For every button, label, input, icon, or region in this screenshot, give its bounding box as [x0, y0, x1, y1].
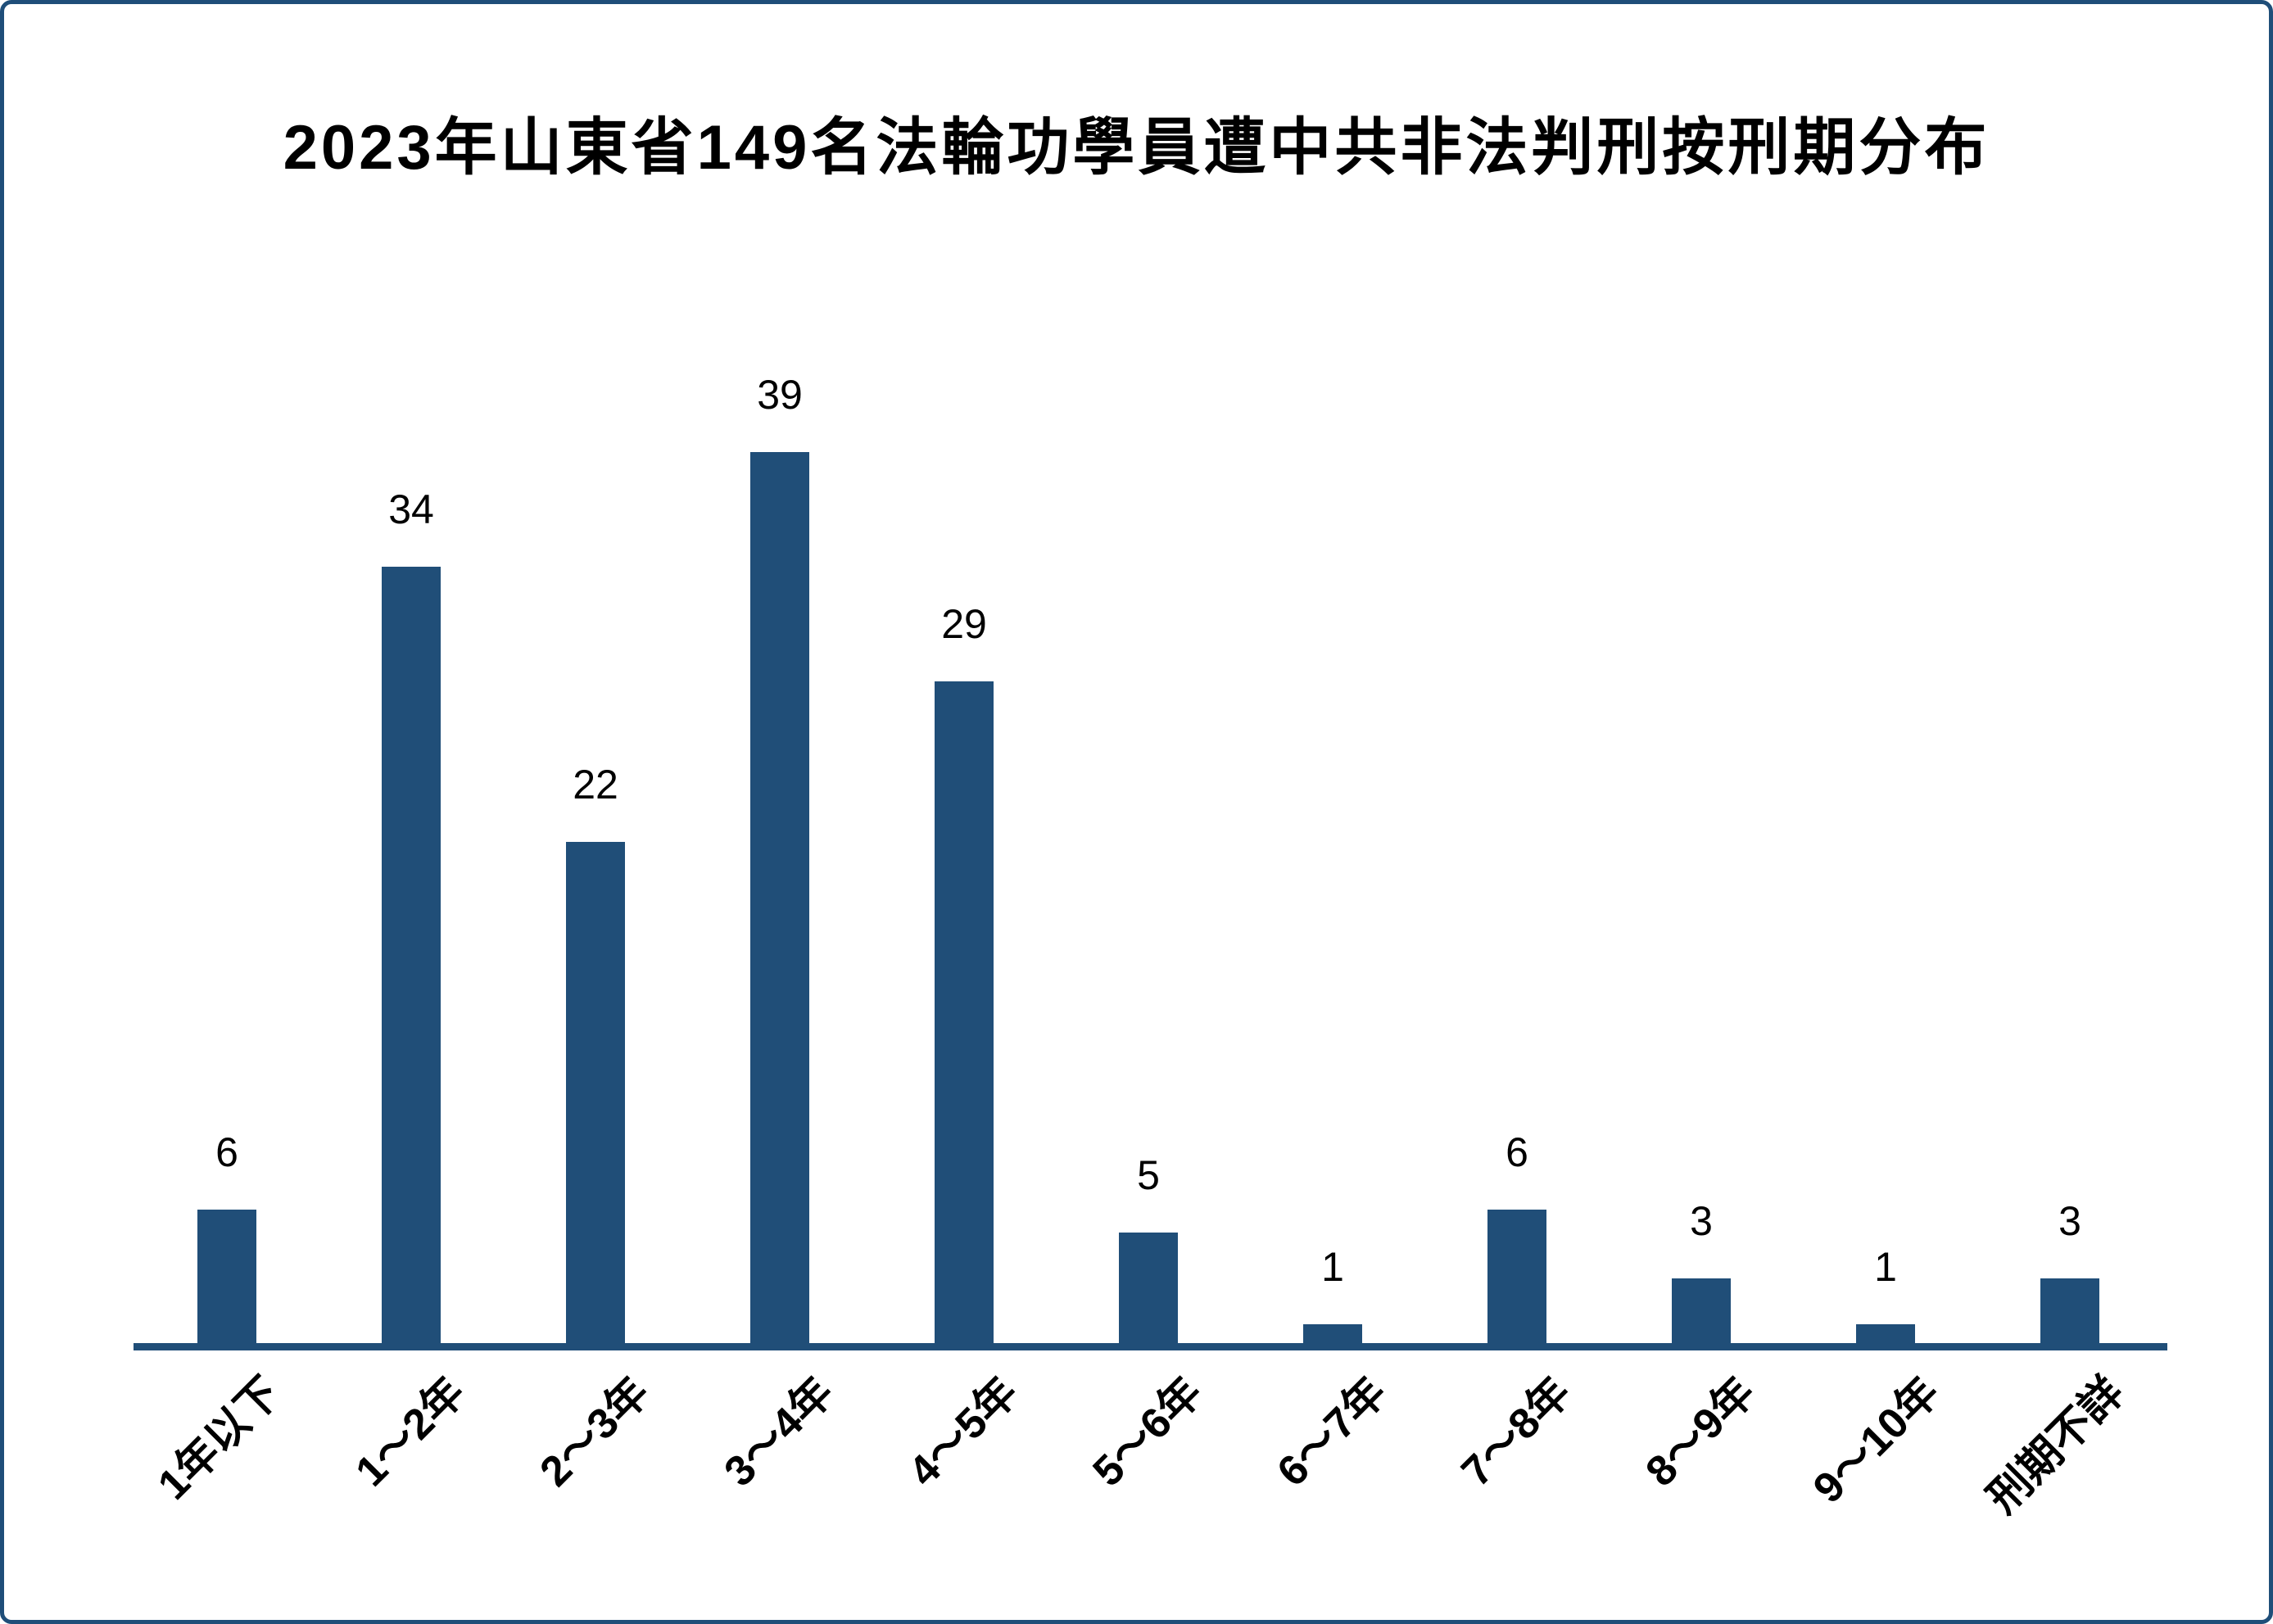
bar-value-label: 6	[1506, 1129, 1528, 1175]
x-axis-tick-label: 刑期不詳	[1978, 1368, 2133, 1522]
bar	[1119, 1233, 1178, 1347]
x-axis-tick-label: 9～10年	[1804, 1368, 1949, 1513]
bar	[566, 842, 625, 1347]
bar	[382, 567, 441, 1347]
x-axis-tick-label: 1年以下	[149, 1368, 290, 1509]
bar-value-label: 3	[1690, 1198, 1713, 1244]
x-axis-tick-label: 3～4年	[715, 1368, 843, 1496]
bar-value-label: 6	[215, 1129, 238, 1175]
bar-value-label: 1	[1321, 1244, 1344, 1290]
bar-value-label: 3	[2058, 1198, 2081, 1244]
bar-value-label: 5	[1137, 1152, 1160, 1198]
bar-value-label: 39	[757, 372, 803, 418]
bar	[1487, 1210, 1546, 1347]
bar-value-label: 1	[1874, 1244, 1897, 1290]
x-axis-tick-label: 1～2年	[346, 1368, 474, 1496]
bar	[2040, 1278, 2099, 1347]
bar	[935, 681, 994, 1347]
bar	[1672, 1278, 1731, 1347]
bar-value-label: 22	[573, 762, 618, 807]
x-axis-tick-label: 7～8年	[1452, 1368, 1580, 1496]
bar-value-label: 29	[941, 601, 987, 647]
bar	[750, 452, 809, 1347]
bar-value-label: 34	[388, 486, 434, 532]
x-axis-tick-label: 6～7年	[1268, 1368, 1396, 1496]
chart-title: 2023年山東省149名法輪功學員遭中共非法判刑按刑期分布	[283, 113, 1990, 183]
x-axis-line	[134, 1343, 2167, 1350]
x-axis-tick-label: 8～9年	[1637, 1368, 1764, 1496]
bar	[197, 1210, 256, 1347]
x-axis-tick-label: 4～5年	[899, 1368, 1027, 1496]
x-axis-tick-label: 2～3年	[531, 1368, 659, 1496]
x-axis-tick-label: 5～6年	[1084, 1368, 1211, 1496]
